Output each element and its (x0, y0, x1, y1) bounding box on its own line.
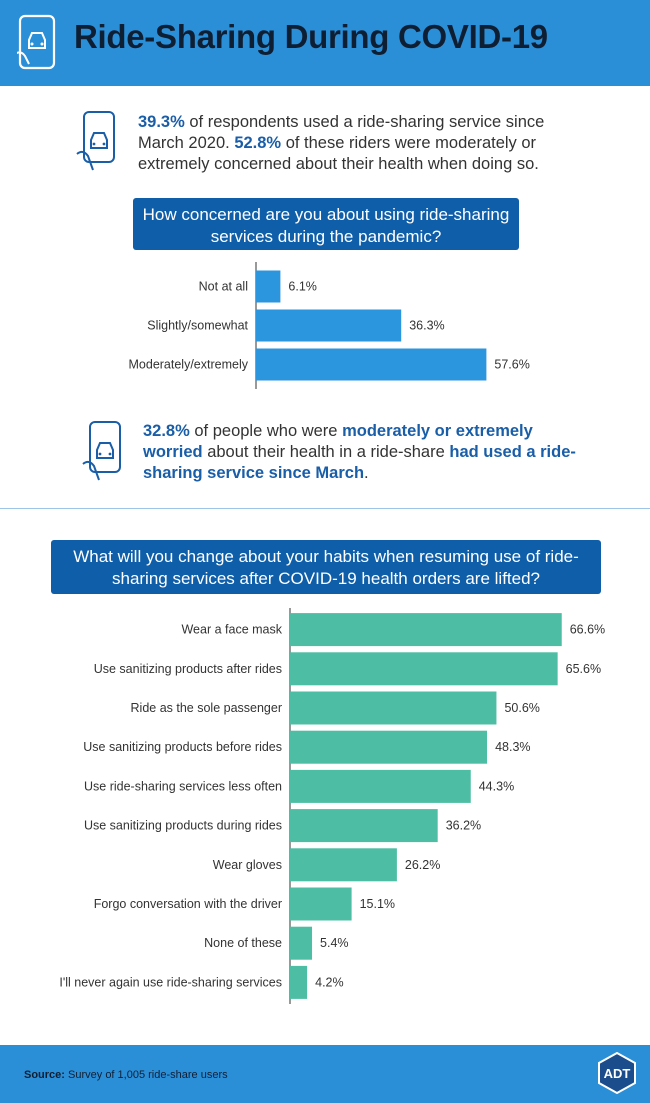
value-label: 44.3% (479, 779, 514, 793)
bar (256, 309, 402, 342)
category-label: Not at all (199, 280, 248, 294)
intro-text: of respondents used a ride-sharing servi… (138, 113, 545, 152)
concern-bar-chart: Not at all 6.1% Slightly/somewhat 36.3% Mode… (129, 262, 530, 389)
source-text: Survey of 1,005 ride-share users (64, 1069, 228, 1081)
bar (290, 809, 438, 843)
value-label: 26.2% (405, 858, 440, 872)
stat-percent: 52.8% (234, 134, 282, 152)
value-label: 36.3% (409, 319, 444, 333)
logo-text: ADT (604, 1066, 631, 1081)
source-note: Source: Survey of 1,005 ride-share users (24, 1069, 228, 1081)
footer-bar: Source: Survey of 1,005 ride-share users (0, 1045, 650, 1103)
stat-percent: 39.3% (138, 113, 185, 131)
value-label: 66.6% (570, 623, 605, 637)
bar (290, 848, 397, 882)
phone-car-icon (17, 14, 56, 70)
category-label: Wear a face mask (181, 623, 282, 637)
category-label: Slightly/somewhat (147, 319, 248, 333)
bar (290, 613, 562, 647)
intro-bold: moderately or extremely worried (143, 422, 533, 461)
page-title: Ride-Sharing During COVID-19 (74, 18, 548, 55)
value-label: 50.6% (504, 701, 539, 715)
value-label: 4.2% (315, 975, 344, 989)
category-label: Use sanitizing products before rides (83, 740, 282, 754)
intro-paragraph-2: 32.8% of people who were moderately or e… (143, 421, 583, 484)
chart1-title: How concerned are you about using ride-s… (133, 198, 519, 250)
chart1-title-text: How concerned are you about using ride-s… (142, 205, 510, 246)
intro-text: of people who were (189, 422, 343, 440)
bar (290, 769, 471, 803)
bar (256, 270, 281, 303)
category-label: None of these (204, 936, 282, 950)
bar (290, 691, 497, 725)
value-label: 15.1% (360, 897, 395, 911)
value-label: 6.1% (288, 280, 317, 294)
header-banner: Ride-Sharing During COVID-19 (0, 0, 650, 86)
phone-car-icon (76, 111, 115, 171)
phone-car-icon (82, 421, 121, 481)
source-label: Source: (24, 1069, 65, 1081)
bar (290, 730, 488, 764)
bar (290, 887, 352, 921)
category-label: Use sanitizing products after rides (94, 662, 282, 676)
chart2-title: What will you change about your habits w… (51, 540, 601, 594)
category-label: Moderately/extremely (129, 358, 249, 372)
intro-paragraph-1: 39.3% of respondents used a ride-sharing… (138, 112, 588, 175)
habits-bar-chart: Wear a face mask 66.6% Use sanitizing prod… (59, 608, 605, 1004)
category-label: Forgo conversation with the driver (94, 897, 282, 911)
category-label: Wear gloves (213, 858, 282, 872)
bar (256, 348, 487, 381)
value-label: 5.4% (320, 936, 349, 950)
intro-text: of these riders were moderately or extre… (138, 134, 539, 173)
value-label: 65.6% (566, 662, 601, 676)
category-label: Use ride-sharing services less often (84, 779, 282, 793)
category-label: I'll never again use ride-sharing servic… (59, 975, 282, 989)
category-label: Use sanitizing products during rides (84, 819, 282, 833)
intro-bold: had used a ride-sharing service since Ma… (143, 443, 576, 482)
chart2-title-text: What will you change about your habits w… (73, 547, 579, 588)
value-label: 57.6% (494, 358, 529, 372)
intro-text: about their health in a ride-share (202, 443, 450, 461)
bar (290, 926, 313, 960)
section-divider (0, 508, 650, 509)
value-label: 48.3% (495, 740, 530, 754)
bar (290, 652, 558, 686)
adt-logo: ADT (598, 1052, 636, 1094)
category-label: Ride as the sole passenger (131, 701, 282, 715)
stat-percent: 32.8% (143, 422, 190, 440)
intro-text: . (364, 464, 369, 482)
bar (290, 965, 308, 999)
value-label: 36.2% (446, 819, 481, 833)
